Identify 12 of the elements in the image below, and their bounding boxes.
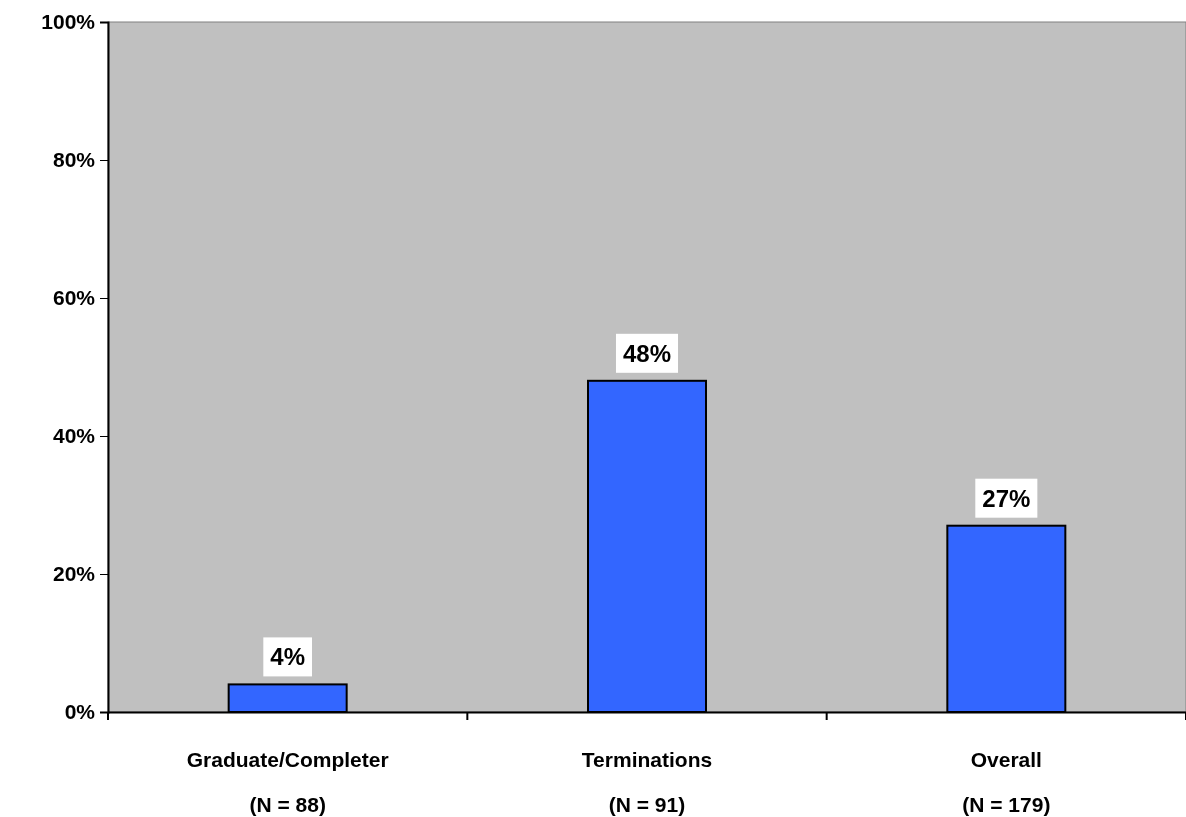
data-label: 27% [982,484,1031,512]
y-tick-label: 100% [41,10,96,34]
y-tick-label: 60% [52,286,96,310]
y-tick-label: 80% [52,148,96,172]
x-tick-label: Terminations (N = 91) [581,748,713,816]
y-tick-label: 40% [52,424,96,448]
y-tick-label: 0% [64,700,96,724]
x-tick-label: Graduate/Completer (N = 88) [186,748,389,816]
y-tick-label: 20% [52,562,96,586]
data-label: 48% [622,339,672,367]
data-label: 4% [270,643,306,671]
x-tick-label: Overall (N = 179) [962,748,1051,816]
